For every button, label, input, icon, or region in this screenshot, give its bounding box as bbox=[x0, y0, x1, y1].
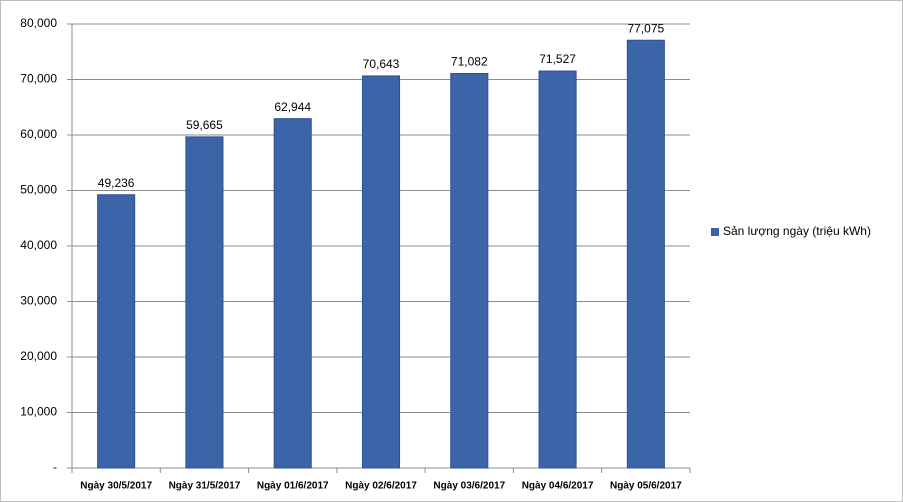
x-tick-label: Ngày 01/6/2017 bbox=[257, 481, 329, 492]
y-tick-label: 20,000 bbox=[20, 349, 57, 363]
bar bbox=[97, 194, 136, 469]
y-tick-label: 30,000 bbox=[20, 294, 57, 308]
y-tick-label: 80,000 bbox=[20, 16, 57, 30]
value-label: 71,527 bbox=[539, 52, 576, 66]
legend-swatch bbox=[711, 228, 719, 236]
value-label: 77,075 bbox=[628, 21, 665, 35]
value-label: 49,236 bbox=[98, 176, 135, 190]
x-tick-label: Ngày 03/6/2017 bbox=[433, 481, 505, 492]
x-tick-label: Ngày 02/6/2017 bbox=[345, 481, 417, 492]
y-tick-label: 40,000 bbox=[20, 238, 57, 252]
bar bbox=[185, 136, 224, 469]
bar bbox=[538, 70, 577, 469]
value-label: 62,944 bbox=[274, 100, 311, 114]
value-label: 71,082 bbox=[451, 55, 488, 69]
bar bbox=[450, 72, 489, 469]
value-label: 70,643 bbox=[363, 57, 400, 71]
x-tick-label: Ngày 04/6/2017 bbox=[522, 481, 594, 492]
x-tick-label: Ngày 30/5/2017 bbox=[80, 481, 152, 492]
x-tick-label: Ngày 31/5/2017 bbox=[169, 481, 241, 492]
y-tick-label: 60,000 bbox=[20, 127, 57, 141]
legend-label: Sản lượng ngày (triệu kWh) bbox=[723, 224, 871, 238]
y-tick-label: - bbox=[53, 460, 57, 474]
bar bbox=[361, 75, 401, 469]
bar bbox=[626, 39, 665, 469]
y-tick-label: 10,000 bbox=[20, 405, 57, 419]
y-tick-label: 50,000 bbox=[20, 183, 57, 197]
y-tick-label: 70,000 bbox=[20, 72, 57, 86]
value-label: 59,665 bbox=[186, 118, 223, 132]
bar bbox=[273, 118, 312, 469]
x-tick-label: Ngày 05/6/2017 bbox=[610, 481, 682, 492]
